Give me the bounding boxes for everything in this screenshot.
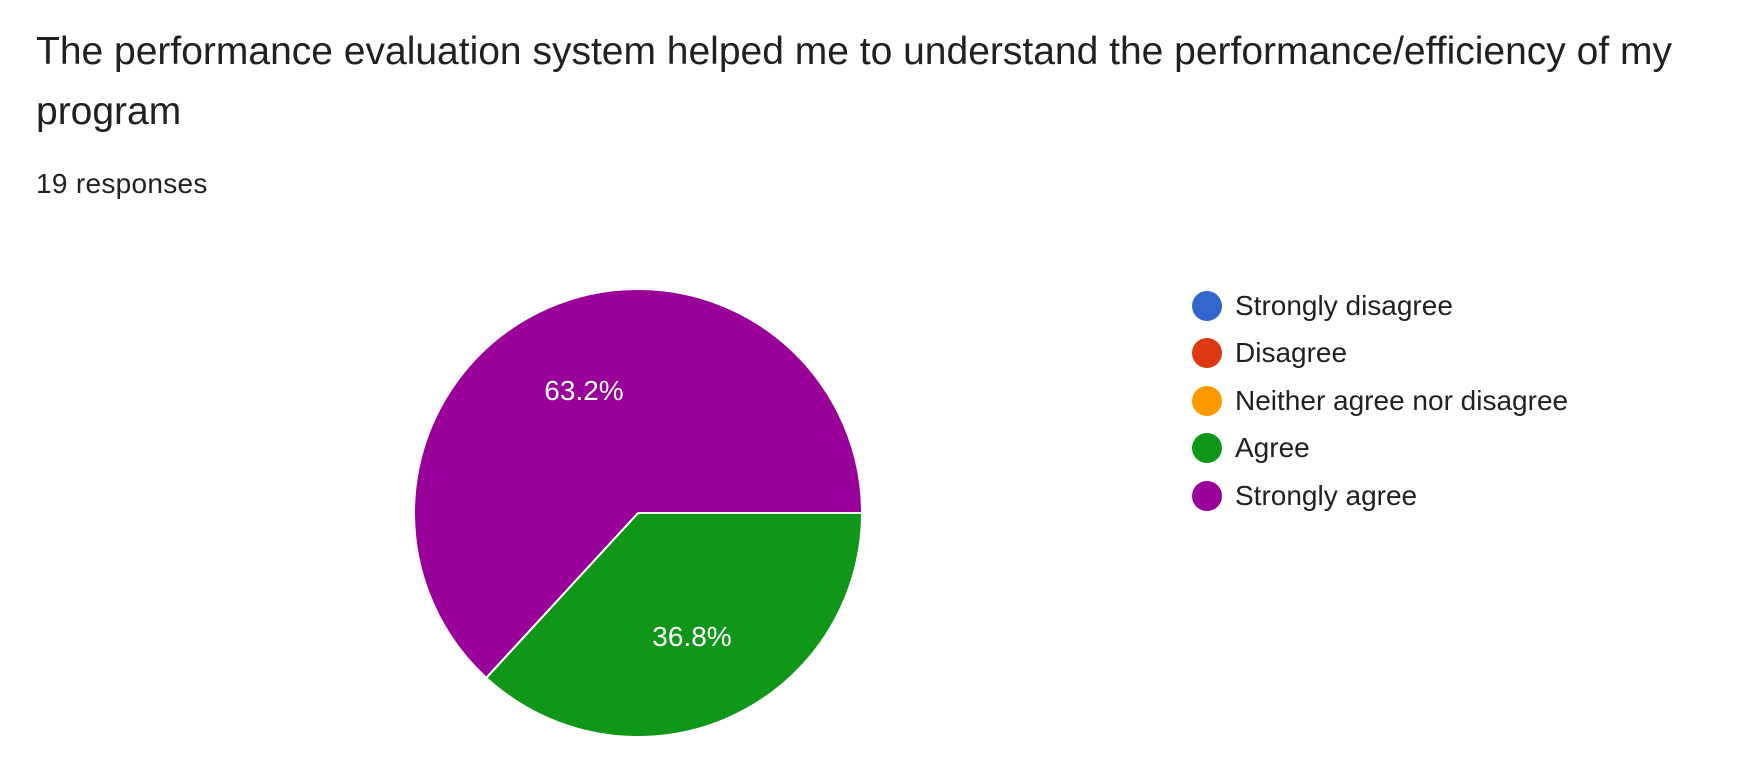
legend-label: Strongly agree — [1235, 479, 1418, 511]
response-count: 19 responses — [36, 168, 208, 199]
legend-item-agree[interactable]: Agree — [1192, 425, 1568, 473]
chart-legend: Strongly disagree Disagree Neither agree n… — [1192, 282, 1568, 520]
legend-swatch — [1192, 338, 1222, 369]
legend-swatch — [1192, 385, 1222, 416]
question-title: The performance evaluation system helped… — [36, 30, 1672, 133]
legend-label: Agree — [1235, 432, 1310, 464]
legend-swatch — [1192, 433, 1222, 464]
legend-item-strongly-agree[interactable]: Strongly agree — [1192, 472, 1568, 520]
legend-item-disagree[interactable]: Disagree — [1192, 330, 1568, 378]
legend-swatch — [1192, 480, 1222, 511]
slice-percent-label-strongly-agree: 63.2% — [544, 375, 623, 406]
slice-percent-label-agree: 36.8% — [652, 621, 731, 652]
legend-swatch — [1192, 290, 1222, 321]
legend-label: Strongly disagree — [1235, 289, 1453, 321]
pie-slice-strongly-agree[interactable] — [413, 288, 864, 680]
legend-item-neither-agree-nor-disagree[interactable]: Neither agree nor disagree — [1192, 377, 1568, 425]
pie-slice-agree[interactable] — [484, 512, 864, 738]
legend-label: Neither agree nor disagree — [1235, 384, 1569, 416]
legend-item-strongly-disagree[interactable]: Strongly disagree — [1192, 282, 1568, 330]
legend-label: Disagree — [1235, 337, 1348, 369]
